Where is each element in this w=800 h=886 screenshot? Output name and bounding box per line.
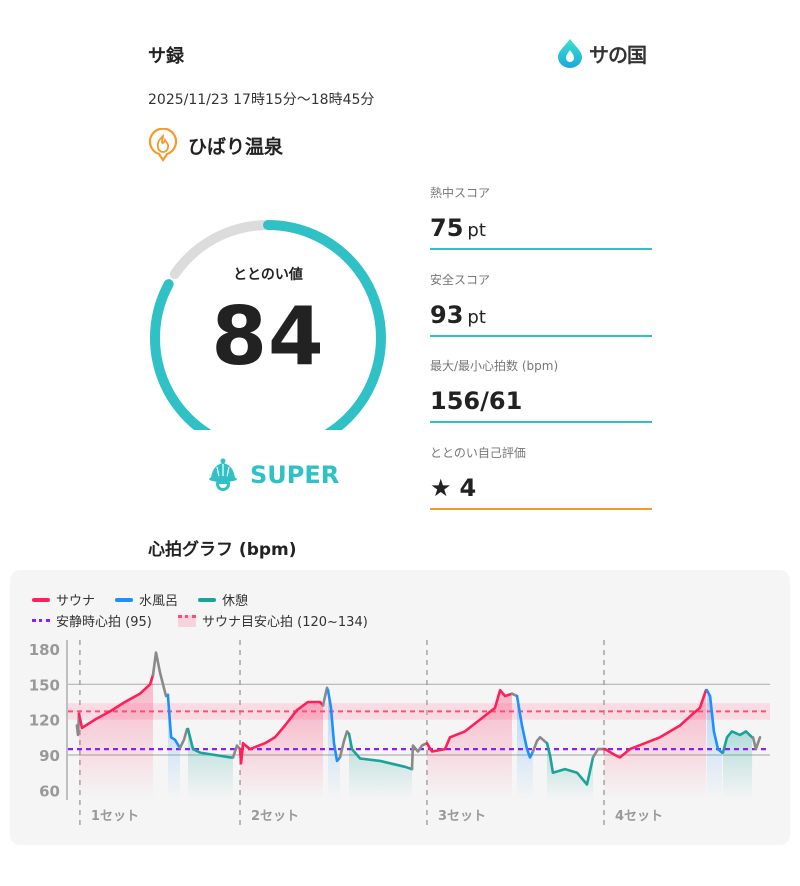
legend-label: 安静時心拍 (95) [56, 615, 152, 630]
heart-rate-chart-card: サウナ 水風呂 休憩 安静時心拍 (95) サウナ目安心拍 (120~134) … [10, 570, 790, 845]
y-tick-label: 180 [29, 641, 60, 659]
legend-label: サウナ目安心拍 (120~134) [202, 615, 368, 630]
sauna-line [602, 688, 708, 759]
sauna-area [79, 674, 154, 800]
score-ring [150, 220, 386, 430]
score-ring-fill [150, 220, 386, 430]
other-line [231, 744, 242, 759]
sauna-area [604, 690, 707, 800]
legend-resting-hr: 安静時心拍 (95) [32, 611, 152, 630]
stat-value: 156/61 [430, 387, 523, 415]
map-pin-flame-icon [148, 128, 178, 162]
legend-label: 水風呂 [139, 594, 179, 609]
set-label: 4セット [615, 809, 663, 824]
divider [430, 421, 652, 423]
other-line [410, 741, 429, 771]
rest-line [186, 727, 235, 759]
cold-line [705, 688, 724, 754]
other-line [531, 735, 549, 753]
divider [430, 248, 652, 250]
page-title: サ録 [148, 46, 184, 67]
star-icon: ★ [430, 474, 452, 502]
rank-text: SUPER [250, 461, 340, 489]
other-line [178, 727, 190, 750]
other-line [751, 735, 762, 751]
legend-swatch [32, 597, 50, 602]
stat-label: 最大/最小心拍数 (bpm) [430, 359, 559, 373]
rest-area [188, 729, 234, 800]
stat-value: 93 [430, 301, 464, 329]
other-line [591, 747, 606, 759]
score-value: 84 [211, 290, 325, 383]
other-line [75, 712, 81, 737]
session-datetime: 2025/11/23 17時15分〜18時45分 [148, 92, 375, 108]
stat-value: 4 [459, 474, 477, 502]
rest-line [721, 730, 754, 754]
legend-swatch [115, 597, 133, 602]
legend-rest: 休憩 [198, 590, 248, 609]
cold-area [706, 690, 722, 800]
sauna-area [426, 690, 512, 800]
cold-line [515, 694, 535, 759]
legend-swatch [32, 619, 50, 622]
legend-swatch [178, 614, 196, 627]
score-ring-track [150, 220, 386, 430]
set-label: 2セット [251, 809, 299, 824]
other-line [151, 651, 170, 698]
chart-title: 心拍グラフ (bpm) [148, 540, 297, 560]
sauna-line [238, 700, 325, 765]
stat-label: 熱中スコア [430, 186, 491, 200]
stat-label: ととのい自己評価 [430, 446, 526, 460]
score-label: ととのい値 [233, 267, 303, 283]
rest-line [347, 732, 414, 771]
set-label: 1セット [91, 809, 139, 824]
rank-badge: SUPER [208, 458, 339, 492]
water-drop-icon [558, 39, 582, 68]
divider [430, 508, 652, 510]
legend-label: サウナ [56, 594, 96, 609]
legend-sauna: サウナ [32, 590, 95, 609]
rest-area [349, 733, 413, 800]
cold-area [167, 694, 180, 800]
stat-self-rating: ととのい自己評価 ★ 4 [430, 444, 652, 510]
app-logo: サの国 [557, 38, 647, 68]
sauna-line [425, 688, 514, 753]
legend-cold-bath: 水風呂 [115, 590, 178, 609]
venue-name: ひばり温泉 [188, 135, 284, 158]
stat-unit: pt [467, 220, 486, 241]
other-line [338, 730, 351, 759]
stat-heart-rate: 最大/最小心拍数 (bpm) 156/61 [430, 357, 652, 423]
set-label: 3セット [438, 809, 486, 824]
stat-unit: pt [467, 307, 486, 328]
y-tick-label: 60 [39, 782, 60, 800]
rest-line [545, 741, 595, 786]
heart-rate-chart: 180 150 120 90 60 1セット 2セット 3セット 4セット [29, 640, 770, 828]
divider [430, 335, 652, 337]
sauna-hat-icon [209, 458, 237, 491]
legend-label: 休憩 [222, 594, 249, 609]
sauna-line [77, 673, 155, 730]
legend-target-hr: サウナ目安心拍 (120~134) [178, 611, 368, 630]
y-tick-label: 150 [29, 676, 60, 694]
venue[interactable]: ひばり温泉 [148, 128, 283, 162]
legend-swatch [198, 597, 216, 602]
y-tick-label: 120 [29, 712, 60, 730]
cold-line [326, 688, 342, 763]
logo-text: サの国 [589, 42, 647, 67]
rest-area [723, 731, 753, 800]
stat-heat-score: 熱中スコア 75 pt [430, 184, 652, 250]
cold-line [166, 693, 182, 750]
stat-label: 安全スコア [430, 273, 491, 287]
sauna-area [240, 702, 323, 800]
y-tick-label: 90 [39, 747, 60, 765]
stat-value: 75 [430, 214, 464, 242]
stat-safety-score: 安全スコア 93 pt [430, 271, 652, 337]
